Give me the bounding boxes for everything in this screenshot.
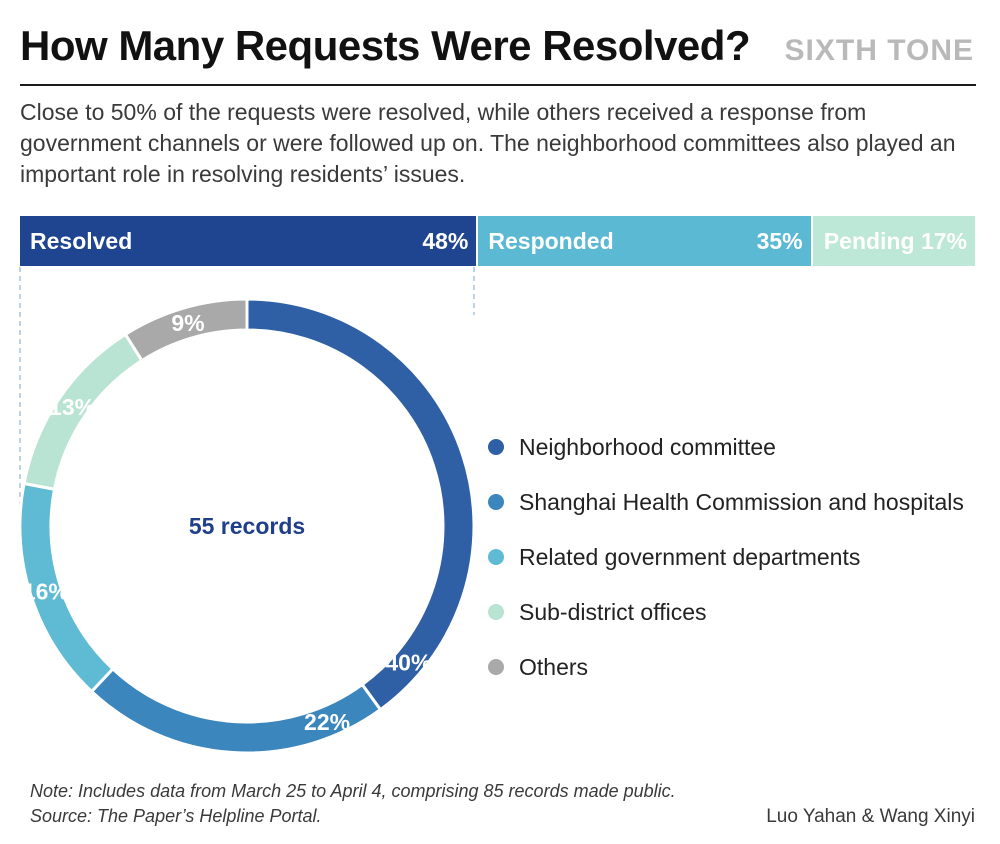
donut-label-government-departments: 16%	[23, 578, 69, 604]
bar-value-responded: 35%	[756, 228, 803, 254]
bar-segment-resolved: Resolved 48%	[20, 216, 477, 266]
footnote: Note: Includes data from March 25 to Apr…	[30, 779, 676, 829]
author-credit: Luo Yahan & Wang Xinyi	[766, 806, 975, 827]
bar-label-resolved: Resolved	[30, 228, 133, 254]
donut-slice-others	[123, 297, 249, 363]
legend-label: Sub-district offices	[519, 599, 707, 625]
legend-label: Others	[519, 654, 589, 680]
donut-label-others: 9%	[171, 310, 204, 336]
legend-swatch	[488, 659, 504, 675]
legend-swatch	[488, 604, 504, 620]
bar-value-pending: Pending 17%	[823, 228, 967, 254]
brand-logo: SIXTH TONE	[784, 34, 974, 67]
donut-label-sub-district-offices: 13%	[49, 394, 95, 420]
legend-swatch	[488, 439, 504, 455]
donut-center-label: 55 records	[189, 513, 305, 539]
title-divider	[20, 84, 976, 86]
legend-swatch	[488, 494, 504, 510]
bar-segment-responded: Responded 35%	[478, 216, 811, 266]
bar-value-resolved: 48%	[422, 228, 469, 254]
donut-slice-neighborhood-committee	[245, 297, 476, 712]
page-title: How Many Requests Were Resolved?	[20, 22, 751, 69]
bar-label-responded: Responded	[488, 228, 614, 254]
donut-label-health-commission: 22%	[304, 709, 350, 735]
footnote-source: Source: The Paper’s Helpline Portal.	[30, 806, 322, 826]
legend-label: Related government departments	[519, 544, 861, 570]
chart-subtitle: Close to 50% of the requests were resolv…	[20, 99, 956, 187]
donut-label-neighborhood-committee: 40%	[385, 650, 431, 676]
legend-label: Neighborhood committee	[519, 434, 776, 460]
legend-label: Shanghai Health Commission and hospitals	[519, 489, 964, 515]
legend-swatch	[488, 549, 504, 565]
bar-segment-pending: Pending 17%	[812, 216, 975, 266]
footnote-note: Note: Includes data from March 25 to Apr…	[30, 781, 676, 801]
